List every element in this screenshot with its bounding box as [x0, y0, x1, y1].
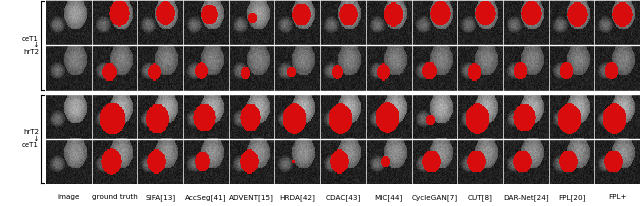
Text: ADVENT[15]: ADVENT[15] [229, 194, 274, 201]
Text: DAR-Net[24]: DAR-Net[24] [503, 194, 548, 201]
Text: MIC[44]: MIC[44] [374, 194, 403, 201]
Text: ceT1
  ↓
hrT2: ceT1 ↓ hrT2 [22, 36, 39, 55]
Text: FPL[20]: FPL[20] [558, 194, 585, 201]
Text: ground truth: ground truth [92, 194, 138, 200]
Text: CycleGAN[7]: CycleGAN[7] [412, 194, 458, 201]
Text: HRDA[42]: HRDA[42] [280, 194, 316, 201]
Text: hrT2
  ↓
ceT1: hrT2 ↓ ceT1 [22, 129, 39, 148]
Text: CDAC[43]: CDAC[43] [325, 194, 360, 201]
Text: FPL+: FPL+ [608, 194, 627, 200]
Text: SIFA[13]: SIFA[13] [145, 194, 175, 201]
Text: AccSeg[41]: AccSeg[41] [185, 194, 227, 201]
Text: image: image [58, 194, 80, 200]
Text: CUT[8]: CUT[8] [468, 194, 493, 201]
